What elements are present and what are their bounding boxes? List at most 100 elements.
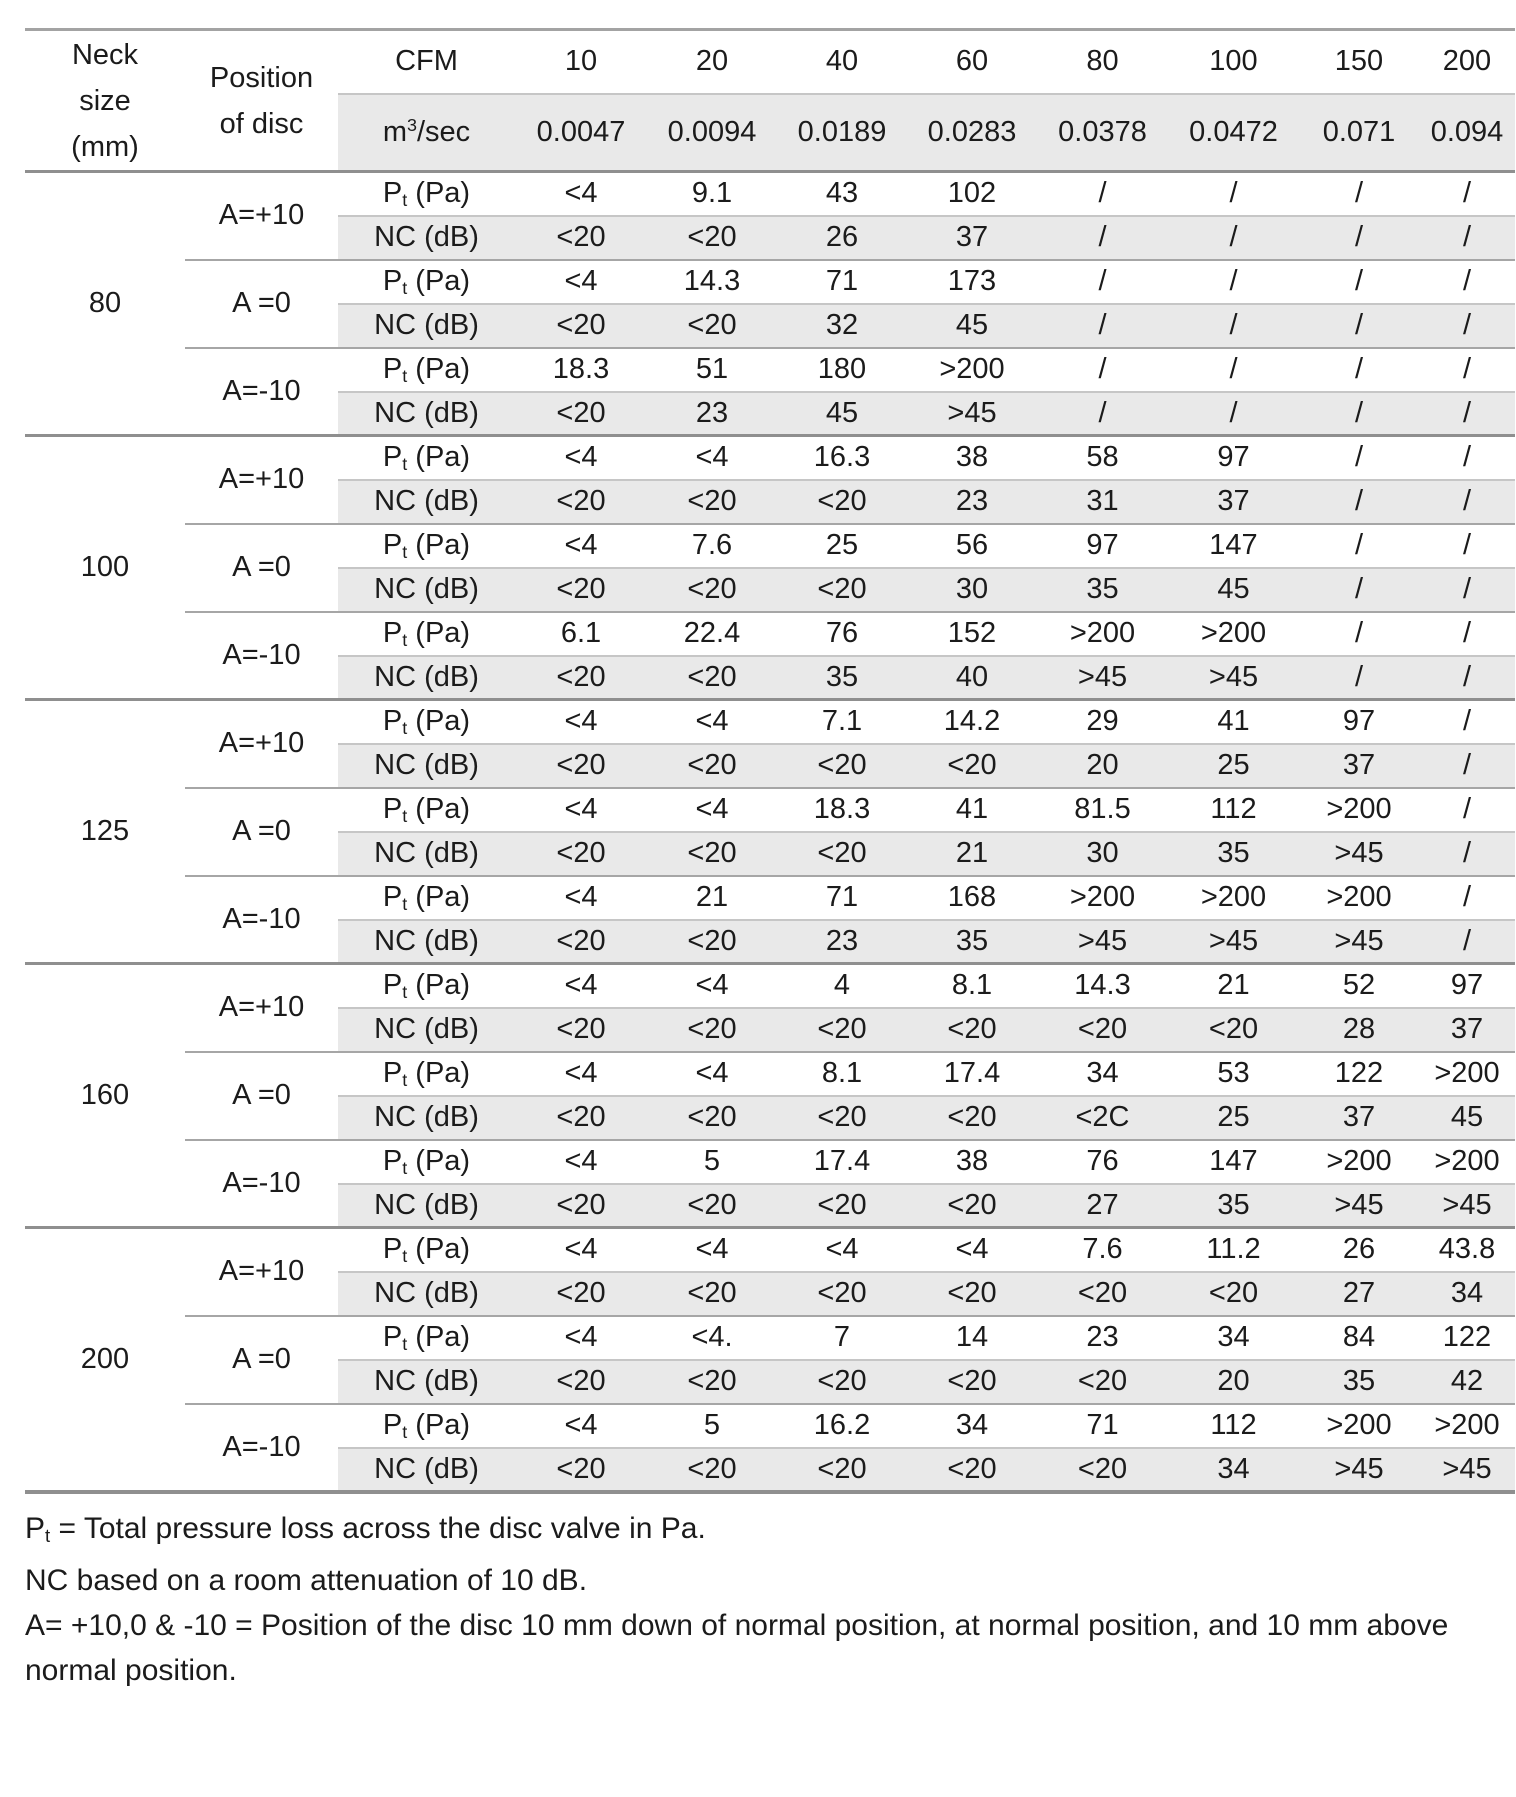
header-cfm-value: 20 xyxy=(695,45,729,78)
nc-value-cell: <20 xyxy=(907,1182,1037,1228)
nc-value-cell: >45 xyxy=(1299,1182,1419,1228)
header-cfm-label: CFM xyxy=(395,45,458,78)
pt-value-cell: 41 xyxy=(1168,698,1299,744)
pt-label-unit: (Pa) xyxy=(407,1056,471,1089)
nc-value-cell: / xyxy=(1419,742,1515,788)
nc-value-cell: >45 xyxy=(1299,830,1419,876)
pt-row-label: Pt (Pa) xyxy=(338,522,515,568)
pt-label-subscript: t xyxy=(402,1245,408,1266)
nc-value-cell: 45 xyxy=(1168,566,1299,612)
nc-value-cell: / xyxy=(1419,830,1515,876)
pt-row-label: Pt (Pa) xyxy=(338,1138,515,1184)
pt-row: A =0 Pt (Pa) <4 <4. 7 14 23 34 84 122 xyxy=(25,1314,1515,1404)
pt-value-cell: / xyxy=(1299,522,1419,568)
pt-value-cell: 16.2 xyxy=(777,1402,907,1448)
nc-value-cell: <20 xyxy=(515,1270,647,1316)
header-neck-size-line: (mm) xyxy=(71,130,139,163)
nc-value-cell: <20 xyxy=(777,742,907,788)
nc-row-label: NC (dB) xyxy=(338,1270,515,1316)
nc-value-cell: <20 xyxy=(515,478,647,524)
pt-row-label: Pt (Pa) xyxy=(338,346,515,392)
pt-value-cell: 26 xyxy=(1299,1226,1419,1272)
nc-value-cell: <20 xyxy=(515,654,647,700)
pt-label-symbol: P xyxy=(382,1408,403,1441)
nc-value-cell: 45 xyxy=(907,302,1037,348)
nc-value-cell: <20 xyxy=(647,1446,777,1492)
pt-value-cell: / xyxy=(1419,522,1515,568)
pt-label-unit: (Pa) xyxy=(407,352,471,385)
pt-value-cell: / xyxy=(1168,346,1299,392)
pt-value-cell: <4 xyxy=(907,1226,1037,1272)
nc-row: NC (dB) <20 23 45 >45// / / xyxy=(25,390,1515,436)
pt-label-unit: (Pa) xyxy=(407,1320,471,1353)
nc-value-cell: <20 xyxy=(647,1358,777,1404)
nc-value-cell: 35 xyxy=(907,918,1037,964)
pt-label-subscript: t xyxy=(402,893,408,914)
pt-value-cell: 11.2 xyxy=(1168,1226,1299,1272)
nc-value-cell: <20 xyxy=(647,1182,777,1228)
pt-value-cell: <4 xyxy=(515,434,647,480)
nc-value-cell: 27 xyxy=(1037,1182,1168,1228)
pt-value-cell: 112 xyxy=(1168,786,1299,832)
nc-value-cell: <20 xyxy=(777,1446,907,1492)
pt-label-symbol: P xyxy=(382,880,403,913)
nc-value-cell: 42 xyxy=(1419,1358,1515,1404)
nc-value-cell: <2C xyxy=(1037,1094,1168,1140)
pt-value-cell: 112 xyxy=(1168,1402,1299,1448)
nc-row-label: NC (dB) xyxy=(338,566,515,612)
pt-value-cell: 14.3 xyxy=(1037,962,1168,1008)
nc-value-cell: <20 xyxy=(647,1270,777,1316)
header-flow-value: 0.094 xyxy=(1419,92,1515,172)
pt-label-subscript: t xyxy=(402,541,408,562)
pt-value-cell: / xyxy=(1168,258,1299,304)
footnote-pt: Pt = Total pressure loss across the disc… xyxy=(25,1506,1487,1558)
nc-row: NC (dB) <20 <20 23 35 >45 >45 >45/ xyxy=(25,918,1515,964)
nc-value-cell: 30 xyxy=(907,566,1037,612)
pt-label-unit: (Pa) xyxy=(407,1144,471,1177)
position-cell: A =0 xyxy=(185,1050,338,1140)
nc-value-cell: <20 xyxy=(515,1094,647,1140)
pt-row: A=-10 Pt (Pa) 6.1 22.4 76 152 >200 >200// xyxy=(25,610,1515,700)
pt-value-cell: 4 xyxy=(777,962,907,1008)
pt-label-subscript: t xyxy=(402,981,408,1002)
pt-value-cell: 14.2 xyxy=(907,698,1037,744)
nc-value-cell: 37 xyxy=(1299,742,1419,788)
pt-row-label: Pt (Pa) xyxy=(338,874,515,920)
position-cell: A =0 xyxy=(185,1314,338,1404)
pt-value-cell: 84 xyxy=(1299,1314,1419,1360)
pt-value-cell: >200 xyxy=(1037,874,1168,920)
nc-value-cell: <20 xyxy=(777,1358,907,1404)
pt-value-cell: <4 xyxy=(515,1050,647,1096)
pt-value-cell: >200 xyxy=(1299,1402,1419,1448)
nc-value-cell: 35 xyxy=(1168,830,1299,876)
footnote-pt-subscript: t xyxy=(45,1524,51,1546)
nc-value-cell: <20 xyxy=(777,1182,907,1228)
pt-row-label: Pt (Pa) xyxy=(338,170,515,216)
pt-label-symbol: P xyxy=(382,352,403,385)
nc-row: NC (dB) <20 <20 <20 <20 <2C 25 37 45 xyxy=(25,1094,1515,1140)
pt-value-cell: / xyxy=(1299,346,1419,392)
nc-row-label: NC (dB) xyxy=(338,830,515,876)
position-cell: A=+10 xyxy=(185,170,338,260)
header-neck-size-line: Neck xyxy=(71,38,139,71)
pt-label-subscript: t xyxy=(402,1069,408,1090)
nc-row-label: NC (dB) xyxy=(338,1182,515,1228)
pt-label-symbol: P xyxy=(382,968,403,1001)
nc-value-cell: >45 xyxy=(1168,654,1299,700)
pt-label-symbol: P xyxy=(382,704,403,737)
position-cell: A=+10 xyxy=(185,962,338,1052)
nc-row: NC (dB) <20 <20 <20 23 31 37// xyxy=(25,478,1515,524)
nc-value-cell: <20 xyxy=(1168,1006,1299,1052)
pt-value-cell: 38 xyxy=(907,434,1037,480)
nc-value-cell: / xyxy=(1419,302,1515,348)
nc-row-label: NC (dB) xyxy=(338,1446,515,1492)
nc-value-cell: / xyxy=(1299,214,1419,260)
nc-value-cell: <20 xyxy=(647,302,777,348)
pt-value-cell: 122 xyxy=(1299,1050,1419,1096)
pt-value-cell: <4 xyxy=(515,786,647,832)
pt-label-unit: (Pa) xyxy=(407,968,471,1001)
pt-row: A =0 Pt (Pa) <4 <4 18.3 41 81.5 112 >200/ xyxy=(25,786,1515,876)
nc-value-cell: >45 xyxy=(1419,1182,1515,1228)
pt-value-cell: <4 xyxy=(515,1402,647,1448)
pt-value-cell: / xyxy=(1037,346,1168,392)
